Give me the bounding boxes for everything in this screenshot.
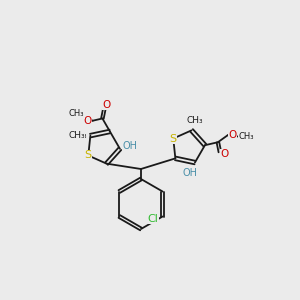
Text: OH: OH	[122, 141, 137, 151]
Text: S: S	[85, 151, 92, 160]
Text: CH₃: CH₃	[239, 132, 254, 141]
Text: O: O	[229, 130, 237, 140]
Text: OH: OH	[182, 167, 197, 178]
Text: O: O	[83, 116, 92, 126]
Text: CH₃: CH₃	[68, 131, 85, 140]
Text: CH₃: CH₃	[70, 131, 87, 140]
Text: O: O	[102, 100, 110, 110]
Text: CH₃: CH₃	[69, 109, 85, 118]
Text: Cl: Cl	[147, 214, 158, 224]
Text: S: S	[170, 134, 177, 143]
Text: CH₃: CH₃	[186, 116, 203, 125]
Text: O: O	[221, 149, 229, 159]
